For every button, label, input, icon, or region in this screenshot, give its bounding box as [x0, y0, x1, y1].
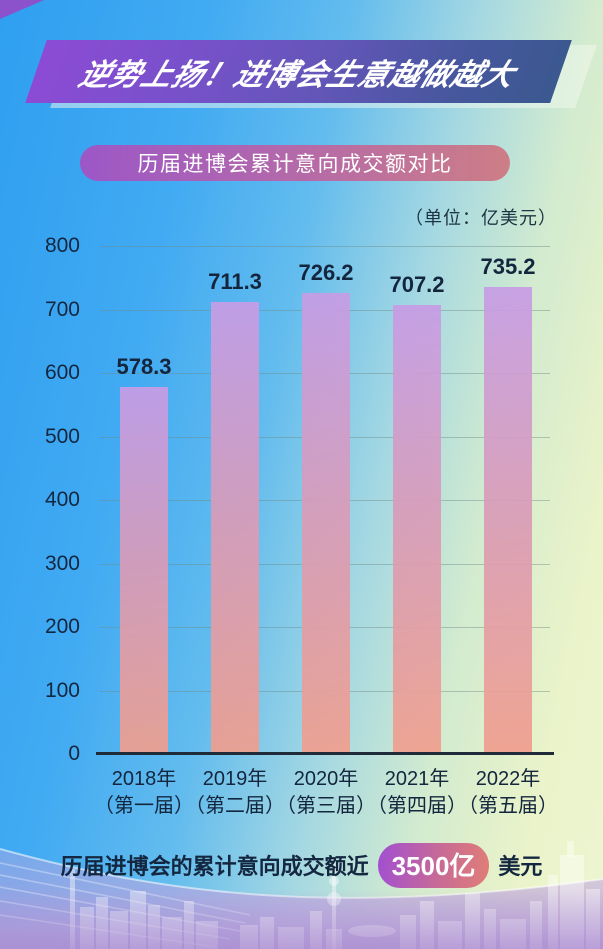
footer-highlight-pill: 3500亿 [377, 842, 490, 888]
x-axis-label-5: 2022年 （第五届） [452, 766, 564, 820]
x-axis-label-line: 2018年 [111, 768, 177, 790]
bar-chart: 0 100 200 300 400 500 600 700 800 578.3 2018年 （第一届）… [45, 234, 558, 817]
y-axis-tick-0: 0 [68, 742, 80, 765]
x-axis-label-4: 2021年 （第四届） [361, 766, 473, 820]
footer-summary: 历届进博会的累计意向成交额近 3500亿 美元 [0, 842, 603, 888]
chart-title-pill: 历届进博会累计意向成交额对比 [80, 145, 510, 181]
bar-2 [211, 302, 259, 754]
x-axis-label-line: 2019年 [202, 768, 268, 790]
bar-value-4: 707.2 [389, 271, 445, 297]
y-axis-tick-800: 800 [44, 234, 80, 257]
y-axis-tick-700: 700 [44, 297, 80, 321]
y-axis-tick-400: 400 [44, 488, 80, 511]
x-axis-label-line: （第四届） [367, 795, 467, 817]
bar-4 [393, 304, 441, 754]
unit-label: （单位：亿美元） [405, 208, 557, 228]
x-axis-label-3: 2020年 （第三届） [270, 766, 382, 820]
y-axis-tick-100: 100 [44, 678, 80, 702]
x-axis-label-line: 2020年 [293, 768, 359, 790]
x-axis-label-line: 2022年 [475, 768, 541, 790]
chart-title: 历届进博会累计意向成交额对比 [137, 153, 453, 176]
y-axis-tick-600: 600 [44, 361, 80, 384]
x-axis-label-2: 2019年 （第二届） [179, 766, 291, 820]
bar-value-3: 726.2 [298, 259, 354, 285]
x-axis-label-1: 2018年 （第一届） [88, 766, 200, 820]
x-axis-label-line: 2021年 [384, 768, 450, 790]
y-axis-tick-200: 200 [44, 615, 80, 638]
bar-3 [302, 292, 350, 754]
footer-prefix: 历届进博会的累计意向成交额近 [60, 854, 369, 879]
bar-5 [484, 287, 532, 754]
title-banner: 逆势上扬！进博会生意越做越大 [25, 40, 572, 103]
bar-1 [120, 386, 168, 754]
x-axis-label-line: （第三届） [276, 795, 376, 817]
bar-value-1: 578.3 [116, 353, 172, 379]
x-axis-label-line: （第五届） [458, 795, 558, 817]
gridline-800 [100, 246, 550, 247]
bar-value-2: 711.3 [208, 269, 262, 295]
y-axis-tick-500: 500 [44, 424, 80, 448]
footer-suffix: 美元 [498, 854, 543, 879]
y-axis-tick-300: 300 [44, 551, 80, 575]
poster-title: 逆势上扬！进博会生意越做越大 [74, 58, 520, 92]
bar-value-5: 735.2 [480, 254, 536, 280]
x-axis-label-line: （第一届） [94, 795, 194, 817]
x-axis-line [96, 752, 554, 755]
x-axis-label-line: （第二届） [185, 795, 285, 817]
